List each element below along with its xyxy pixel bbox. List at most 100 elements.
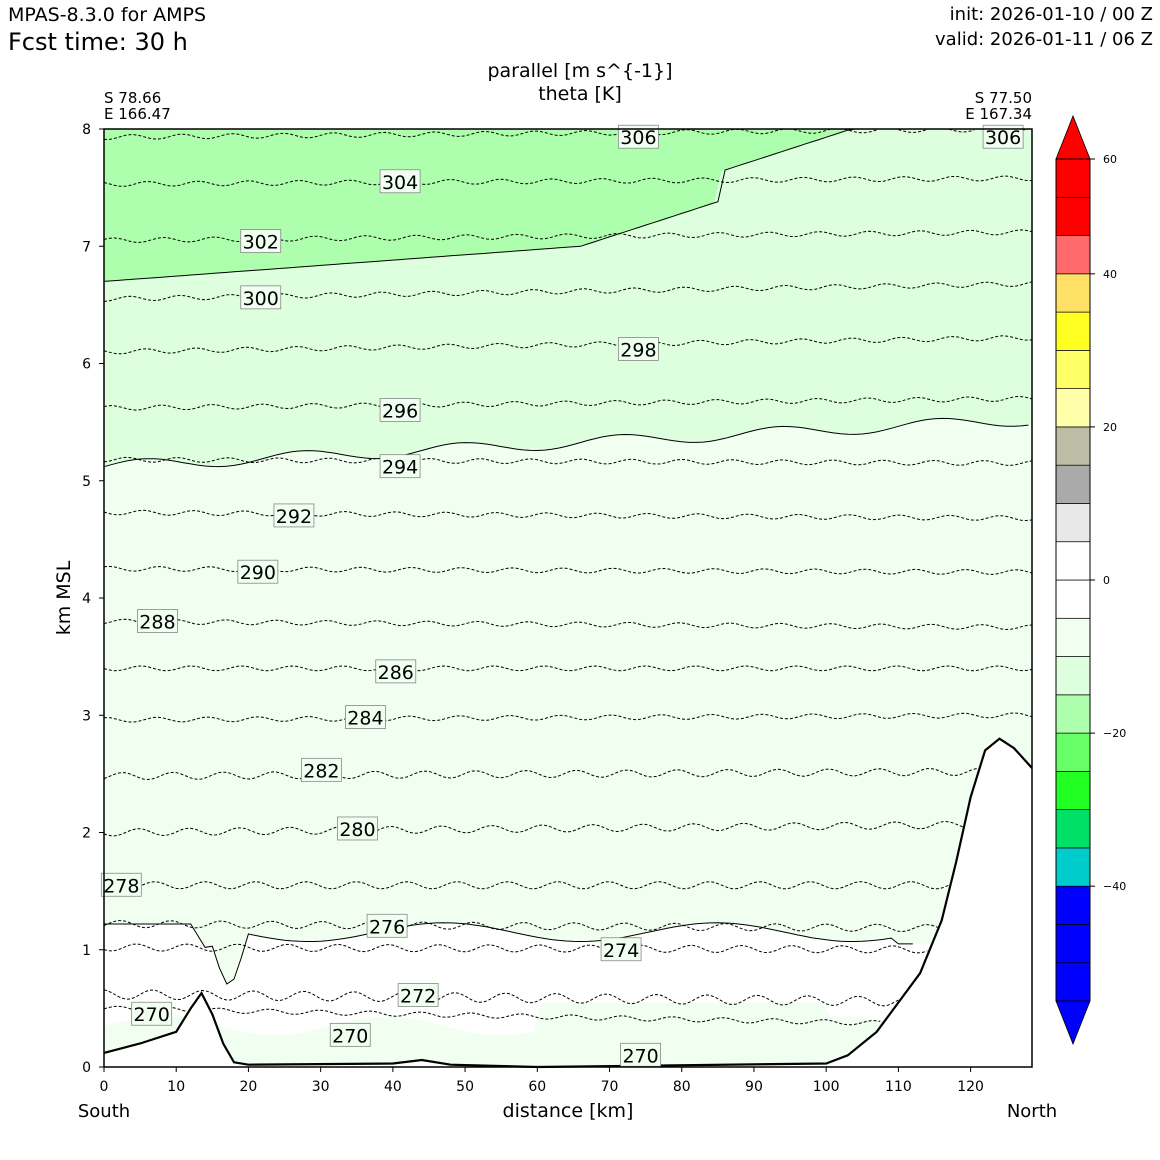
fill-region-0-10 (104, 741, 1032, 1036)
colorbar-swatch (1055, 694, 1091, 734)
y-tick-label: 5 (82, 474, 91, 490)
isotherm-298 (103, 335, 1033, 355)
contour-label-box (273, 503, 315, 528)
x-tick-label: 30 (312, 1079, 330, 1095)
contour-label-box (337, 816, 378, 841)
end-lat: S 77.50 (974, 89, 1032, 107)
contour-label-box (131, 1001, 173, 1026)
init-time: init: 2026-01-10 / 00 Z (949, 4, 1153, 25)
x-tick-label: 40 (384, 1079, 402, 1095)
contour-label-box (237, 559, 279, 584)
colorbar-swatch (1055, 158, 1091, 198)
contour-label-box (618, 124, 659, 149)
contour-label-274: 274 (603, 940, 639, 962)
contour-label-box (379, 169, 421, 194)
x-tick-label: 70 (601, 1079, 619, 1095)
isotherm-306 (103, 128, 1025, 141)
colorbar-tick-label: 20 (1103, 421, 1117, 434)
x-tick-label: 120 (957, 1079, 984, 1095)
colorbar-swatch (1055, 885, 1091, 925)
isotherm-288 (103, 618, 1033, 631)
contour-label-292: 292 (276, 506, 312, 528)
x-tick-label: 110 (885, 1079, 912, 1095)
colorbar-swatch (1055, 809, 1091, 849)
colorbar-swatch (1055, 503, 1091, 543)
contour-label-288: 288 (139, 611, 175, 633)
colorbar-swatch (1055, 656, 1091, 696)
colorbar-swatch (1055, 541, 1091, 581)
contour-label-box (240, 285, 282, 310)
isotherm-274 (103, 943, 928, 954)
colorbar-swatch (1055, 235, 1091, 275)
y-tick-label: 0 (82, 1060, 91, 1076)
contour-label-304: 304 (382, 172, 418, 194)
end-lon: E 167.34 (965, 105, 1032, 123)
x-tick-label: 10 (167, 1079, 185, 1095)
chart-title-fill: parallel [m s^{-1}] (487, 60, 673, 82)
y-tick-label: 4 (82, 591, 91, 607)
colorbar-swatch (1055, 350, 1091, 389)
contour-label-box (366, 913, 408, 938)
end-point-label: S 77.50 E 167.34 (965, 90, 1032, 122)
contour-label-270: 270 (622, 1045, 658, 1067)
contour-label-272: 272 (400, 985, 436, 1007)
contour-label-box (379, 454, 421, 479)
colorbar-max-extend (1055, 114, 1091, 160)
contour-label-box (397, 983, 439, 1007)
contour-label-box (618, 337, 659, 361)
colorbar-swatch (1055, 426, 1091, 466)
contour-label-box (600, 937, 642, 962)
contour-label-box (982, 124, 1024, 149)
contour-label-280: 280 (339, 819, 375, 841)
y-tick-label: 8 (82, 122, 91, 138)
isotherm-294 (103, 456, 1033, 466)
x-tick-label: 90 (745, 1079, 763, 1095)
contour-label-box (100, 872, 142, 897)
colorbar-swatch (1055, 771, 1091, 810)
contour-label-296: 296 (382, 400, 418, 422)
colorbar-tick-label: 60 (1103, 153, 1117, 166)
contour-label-302: 302 (243, 232, 279, 254)
isotherm-304 (103, 175, 1033, 187)
x-tick-label: 80 (673, 1079, 691, 1095)
contour-label-278: 278 (103, 875, 139, 897)
contour-label-box (375, 659, 417, 684)
south-label: South (78, 1101, 130, 1122)
model-title: MPAS-8.3.0 for AMPS (8, 4, 207, 26)
x-tick-label: 100 (813, 1079, 840, 1095)
chart-title-contour: theta [K] (538, 83, 622, 105)
x-tick-label: 0 (100, 1079, 109, 1095)
isotherm-272 (103, 989, 899, 1007)
colorbar-swatch (1055, 464, 1091, 504)
contour-label-286: 286 (378, 662, 414, 684)
isotherm-284 (103, 712, 1033, 723)
colorbar-swatch (1055, 273, 1091, 313)
colorbar-tick-label: −20 (1103, 727, 1126, 740)
boundary-line-upper (103, 417, 1029, 468)
contour-label-298: 298 (620, 339, 656, 361)
colorbar-swatch (1055, 617, 1091, 657)
colorbar-swatch (1055, 732, 1091, 772)
boundary-line-top (103, 128, 971, 282)
start-lat: S 78.66 (104, 89, 162, 107)
colorbar-swatch (1055, 579, 1091, 619)
colorbar-swatch (1055, 388, 1091, 428)
y-tick-label: 3 (82, 708, 91, 724)
contour-label-284: 284 (347, 708, 383, 730)
y-tick-label: 7 (82, 239, 91, 255)
contour-label-306: 306 (620, 127, 656, 149)
contour-label-290: 290 (240, 562, 276, 584)
colorbar-tick-label: 40 (1103, 268, 1117, 281)
colorbar-swatch (1055, 962, 1091, 1002)
start-lon: E 166.47 (104, 105, 171, 123)
north-label: North (1007, 1101, 1057, 1122)
contour-label-box (379, 397, 421, 422)
x-tick-label: 60 (528, 1079, 546, 1095)
x-tick-label: 20 (240, 1079, 258, 1095)
colorbar-swatch (1055, 924, 1091, 964)
isotherm-286 (103, 665, 1033, 672)
valid-time: valid: 2026-01-11 / 06 Z (935, 29, 1153, 50)
colorbar-swatch (1055, 847, 1091, 887)
isotherm-296 (103, 395, 1033, 411)
